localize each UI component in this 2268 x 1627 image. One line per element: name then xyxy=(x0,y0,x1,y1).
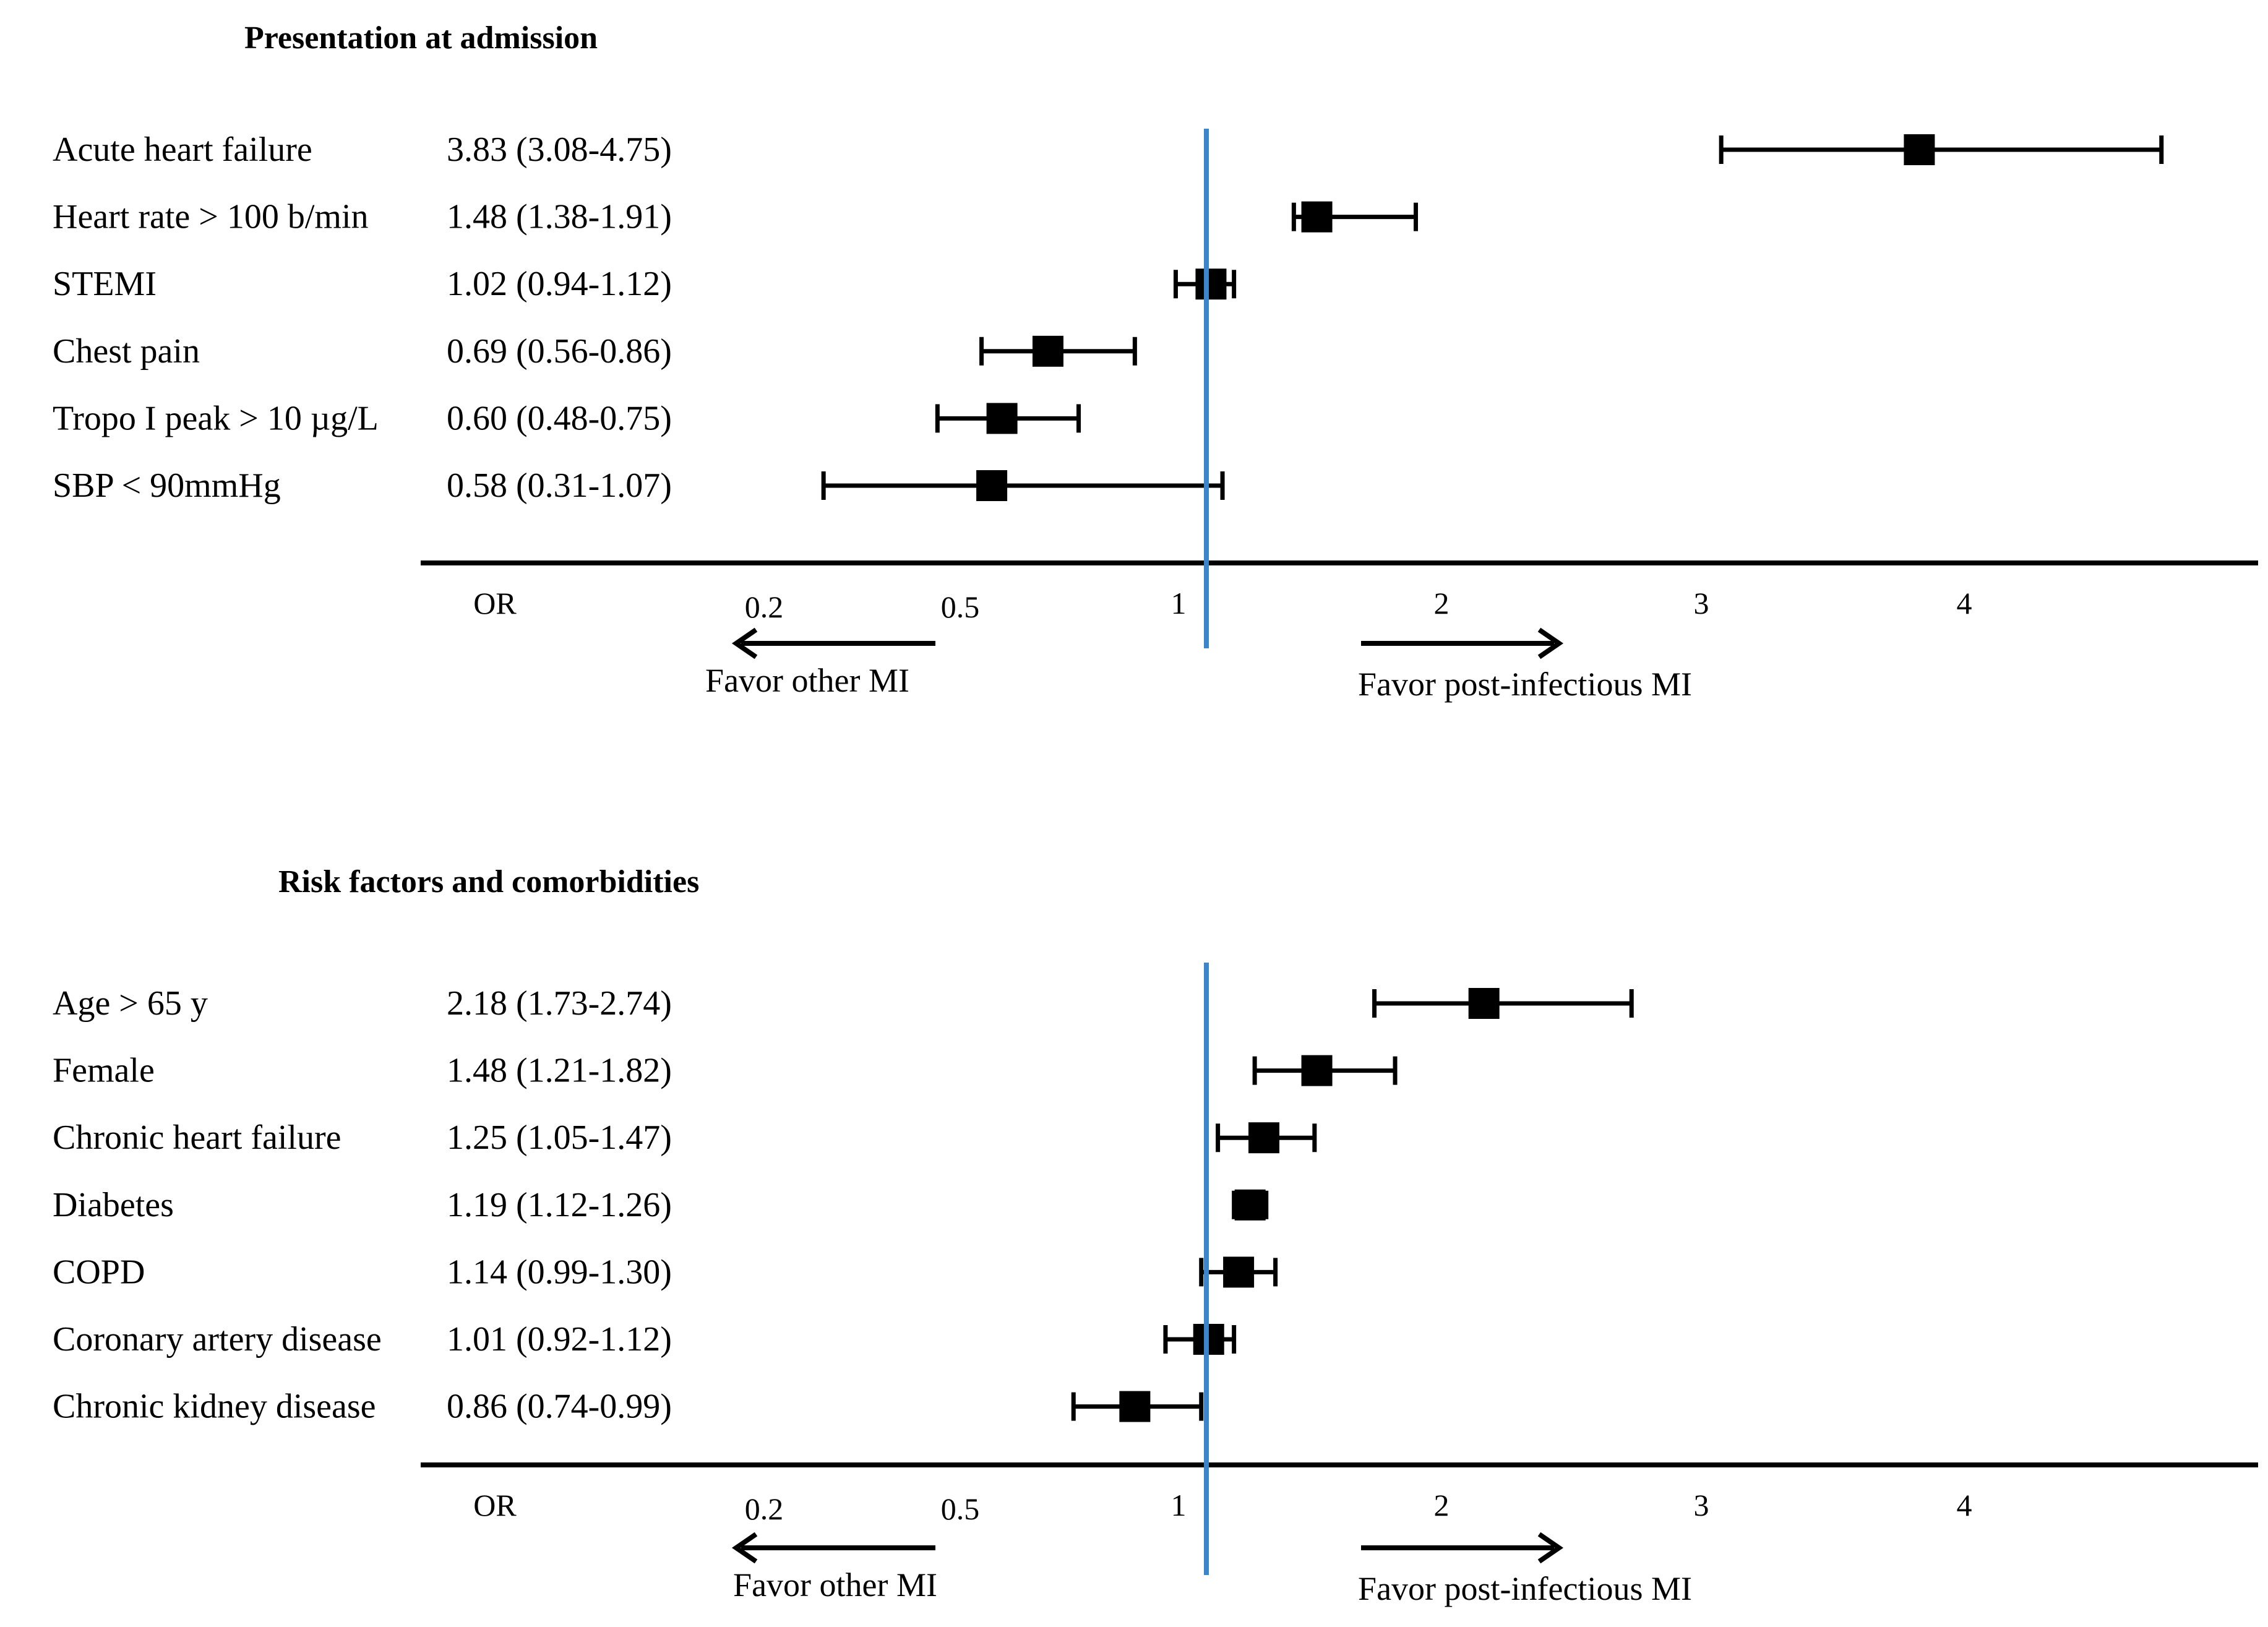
row-label: Acute heart failure xyxy=(53,131,312,169)
row-estimate-text: 0.86 (0.74-0.99) xyxy=(447,1388,672,1426)
point-estimate-marker xyxy=(1248,1122,1279,1154)
row-label: SBP < 90mmHg xyxy=(53,466,281,505)
row-label: Heart rate > 100 b/min xyxy=(53,198,369,236)
point-estimate-marker xyxy=(1468,988,1500,1019)
favor-left-label: Favor other MI xyxy=(705,662,909,699)
row-estimate-text: 0.58 (0.31-1.07) xyxy=(447,466,672,505)
tick-label: 3 xyxy=(1694,586,1709,620)
point-estimate-marker xyxy=(1119,1391,1151,1422)
row-label: Tropo I peak > 10 µg/L xyxy=(53,399,379,437)
row-label: Chronic heart failure xyxy=(53,1118,341,1157)
point-estimate-marker xyxy=(1032,335,1063,367)
row-label: COPD xyxy=(53,1253,145,1291)
row-label: STEMI xyxy=(53,265,157,303)
tick-label: 4 xyxy=(1957,586,1972,620)
row-estimate-text: 0.69 (0.56-0.86) xyxy=(447,332,672,371)
tick-label: 3 xyxy=(1694,1488,1709,1522)
forest-row: Acute heart failure 3.83 (3.08-4.75) xyxy=(53,131,2164,169)
axis-label: OR xyxy=(473,1488,517,1522)
row-label: Female xyxy=(53,1052,155,1090)
panel-title: Risk factors and comorbidities xyxy=(278,864,699,899)
tick-label: 4 xyxy=(1957,1488,1972,1522)
point-estimate-marker xyxy=(1904,134,1935,165)
row-label: Chronic kidney disease xyxy=(53,1388,376,1426)
favor-right-label: Favor post-infectious MI xyxy=(1358,1570,1692,1607)
tick-label: 0.2 xyxy=(745,590,784,624)
forest-row: Chronic heart failure 1.25 (1.05-1.47) xyxy=(53,1118,1317,1157)
tick-label: 0.5 xyxy=(941,1492,980,1526)
forest-row: STEMI 1.02 (0.94-1.12) xyxy=(53,265,1237,303)
point-estimate-marker xyxy=(1223,1256,1255,1288)
forest-row: COPD 1.14 (0.99-1.30) xyxy=(53,1253,1278,1291)
forest-row: Chest pain 0.69 (0.56-0.86) xyxy=(53,332,1137,371)
row-label: Age > 65 y xyxy=(53,984,208,1023)
forest-row: Heart rate > 100 b/min 1.48 (1.38-1.91) xyxy=(53,198,1419,236)
row-label: Coronary artery disease xyxy=(53,1320,382,1359)
row-estimate-text: 3.83 (3.08-4.75) xyxy=(447,131,672,169)
row-estimate-text: 1.14 (0.99-1.30) xyxy=(447,1253,672,1291)
point-estimate-marker xyxy=(1234,1189,1266,1221)
panel-title: Presentation at admission xyxy=(244,20,598,56)
tick-label: 2 xyxy=(1434,586,1450,620)
row-estimate-text: 1.19 (1.12-1.26) xyxy=(447,1186,672,1224)
point-estimate-marker xyxy=(1195,268,1227,300)
favor-right-label: Favor post-infectious MI xyxy=(1358,666,1692,703)
row-estimate-text: 1.01 (0.92-1.12) xyxy=(447,1320,672,1359)
forest-row: Chronic kidney disease 0.86 (0.74-0.99) xyxy=(53,1388,1204,1426)
row-estimate-text: 1.02 (0.94-1.12) xyxy=(447,265,672,303)
row-estimate-text: 0.60 (0.48-0.75) xyxy=(447,399,672,437)
favor-left-label: Favor other MI xyxy=(733,1566,937,1603)
row-label: Chest pain xyxy=(53,332,200,371)
row-estimate-text: 1.48 (1.38-1.91) xyxy=(447,198,672,236)
tick-label: 1 xyxy=(1171,1488,1187,1522)
left-arrow-icon xyxy=(731,1532,758,1564)
panel-presentation-at-admission: Presentation at admission Acute heart fai… xyxy=(53,20,2258,703)
tick-label: 2 xyxy=(1434,1488,1450,1522)
panel-risk-factors-comorbidities: Risk factors and comorbidities Age > 65 y… xyxy=(53,864,2258,1607)
point-estimate-marker xyxy=(1301,201,1333,233)
right-arrow-icon xyxy=(1537,627,1564,659)
tick-label: 1 xyxy=(1171,586,1187,620)
point-estimate-marker xyxy=(976,470,1008,501)
forest-row: Diabetes 1.19 (1.12-1.26) xyxy=(53,1186,1269,1224)
axis-label: OR xyxy=(473,586,517,620)
forest-row: Age > 65 y 2.18 (1.73-2.74) xyxy=(53,984,1634,1023)
row-estimate-text: 2.18 (1.73-2.74) xyxy=(447,984,672,1023)
forest-row: Coronary artery disease 1.01 (0.92-1.12) xyxy=(53,1320,1237,1359)
row-estimate-text: 1.48 (1.21-1.82) xyxy=(447,1052,672,1090)
forest-row: SBP < 90mmHg 0.58 (0.31-1.07) xyxy=(53,466,1225,505)
point-estimate-marker xyxy=(1301,1055,1333,1086)
point-estimate-marker xyxy=(986,403,1018,434)
forest-row: Tropo I peak > 10 µg/L 0.60 (0.48-0.75) xyxy=(53,399,1081,437)
right-arrow-icon xyxy=(1537,1532,1564,1564)
row-label: Diabetes xyxy=(53,1186,174,1224)
forest-row: Female 1.48 (1.21-1.82) xyxy=(53,1052,1398,1090)
tick-label: 0.2 xyxy=(745,1492,784,1526)
tick-label: 0.5 xyxy=(941,590,980,624)
row-estimate-text: 1.25 (1.05-1.47) xyxy=(447,1118,672,1157)
left-arrow-icon xyxy=(731,627,758,659)
